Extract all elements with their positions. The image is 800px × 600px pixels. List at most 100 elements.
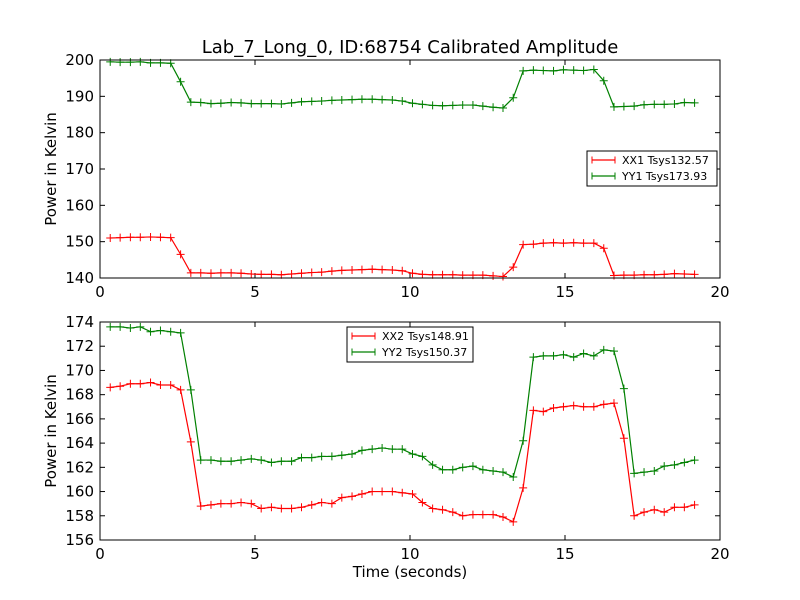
chart-bottom: 0 5 10 15 20 156 158 160 162 164 166 168 170 172 174 Po… [42,313,730,563]
data-point [267,270,276,279]
data-point [287,457,296,466]
data-point [549,403,558,412]
data-point [539,407,548,416]
data-point [458,101,467,110]
data-point [257,504,266,513]
series-YY2 Tsys150.37 [106,322,699,482]
data-point [690,270,699,279]
data-point [478,102,487,111]
data-point [569,401,578,410]
data-point [378,265,387,274]
data-point [277,270,286,279]
data-point [589,402,598,411]
legend-label: XX1 Tsys132.57 [622,154,709,167]
data-point [136,379,145,388]
data-point [609,399,618,408]
data-point [378,487,387,496]
data-point [348,266,357,275]
data-point [660,270,669,279]
data-point [156,380,165,389]
data-point [186,437,195,446]
data-point [630,511,639,520]
data-point [307,453,316,462]
plot-frame [99,59,721,279]
data-point [609,102,618,111]
data-point [549,238,558,247]
data-point [670,460,679,469]
x-tick-label: 5 [250,283,260,301]
data-point [569,66,578,75]
data-point [509,473,518,482]
data-point [287,270,296,279]
data-point [368,95,377,104]
y-tick-label: 170 [65,160,94,178]
data-point [660,100,669,109]
data-point [438,465,447,474]
legend-marker [351,332,376,340]
x-tick-label: 5 [250,545,260,563]
data-point [126,324,135,333]
data-point [619,384,628,393]
data-point [156,233,165,242]
data-point [327,96,336,105]
data-point [408,450,417,459]
data-point [247,454,256,463]
data-point [418,270,427,279]
legend: XX2 Tsys148.91 YY2 Tsys150.37 [346,326,474,363]
data-point [136,322,145,331]
data-point [388,487,397,496]
y-tick-label: 164 [65,434,94,452]
data-point [237,98,246,107]
data-point [166,380,175,389]
data-point [599,400,608,409]
data-point [206,456,215,465]
data-point [277,504,286,513]
data-point [327,499,336,508]
data-point [448,508,457,517]
data-point [630,102,639,111]
data-point [106,234,115,243]
data-point [317,498,326,507]
data-point [176,385,185,394]
data-point [690,456,699,465]
data-point [176,250,185,259]
data-point [348,95,357,104]
legend-label: XX2 Tsys148.91 [382,330,469,343]
data-point [176,77,185,86]
data-point [357,489,366,498]
data-point [468,510,477,519]
data-point [489,466,498,475]
x-tick-label: 10 [400,545,419,563]
data-point [599,76,608,85]
data-point [478,510,487,519]
data-point [458,463,467,472]
data-point [327,267,336,276]
data-point [549,351,558,360]
data-point [640,100,649,109]
data-point [438,270,447,279]
data-point [196,98,205,107]
data-point [247,270,256,279]
data-point [196,502,205,511]
data-point [257,456,266,465]
data-point [499,468,507,477]
data-point [176,328,185,337]
y-tick-label: 180 [65,124,94,142]
data-point [660,508,669,517]
data-point [166,233,175,242]
data-point [327,452,336,461]
data-point [640,270,649,279]
data-point [216,457,225,466]
legend-marker [591,172,616,180]
data-point [297,503,306,512]
data-point [166,327,175,336]
data-point [589,351,598,360]
data-point [216,499,225,508]
data-point [690,98,699,107]
data-point [297,453,306,462]
data-point [509,263,518,272]
data-point [277,99,286,108]
data-point [428,504,437,513]
x-axis-label: Time (seconds) [352,563,468,581]
